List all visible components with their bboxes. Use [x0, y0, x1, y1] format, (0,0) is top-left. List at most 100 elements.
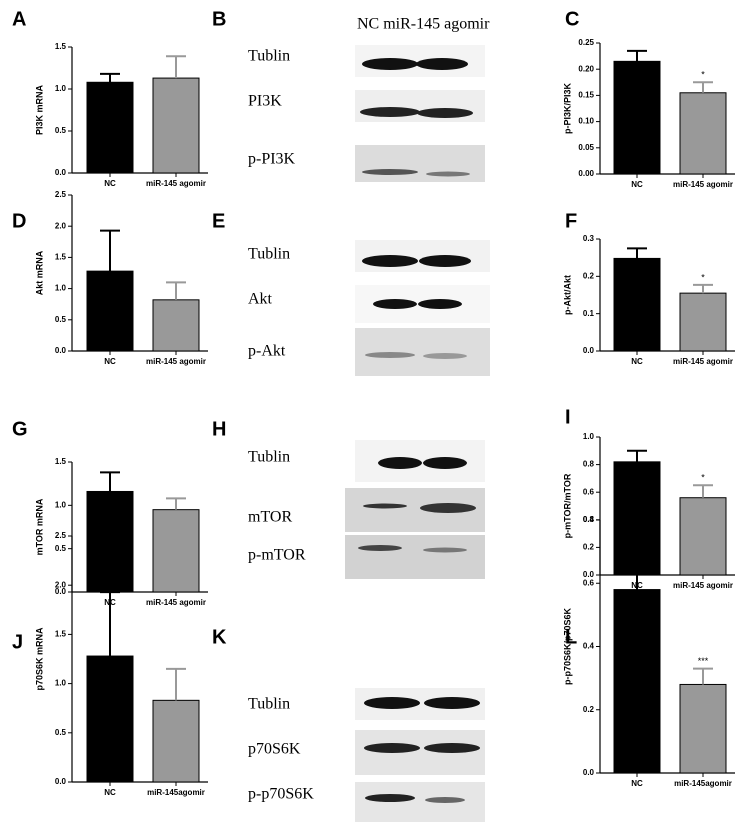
error-bar	[693, 283, 713, 294]
y-tick-label: 1.0	[583, 432, 595, 441]
x-tick-label: miR-145 agomir	[146, 357, 206, 366]
blot-label: p-mTOR	[248, 547, 306, 564]
y-tick-label: 0.15	[578, 91, 594, 100]
x-tick-label: miR-145 agomir	[673, 581, 733, 590]
y-tick-label: 0.5	[55, 728, 67, 737]
y-tick-label: 0.0	[583, 768, 595, 777]
y-tick-label: 1.5	[55, 630, 67, 639]
y-tick-label: 2.0	[55, 221, 67, 230]
y-tick-label: 0.10	[578, 117, 594, 126]
bar	[86, 655, 134, 783]
y-tick-label: 1.0	[55, 284, 67, 293]
error-bar	[166, 55, 186, 79]
y-tick-label: 0.2	[583, 271, 595, 280]
bar	[152, 699, 200, 783]
error-bar	[100, 471, 120, 492]
error-bar	[693, 667, 713, 685]
y-tick-label: 0.00	[578, 169, 594, 178]
error-bar	[166, 667, 186, 701]
y-tick-label: 0.3	[583, 234, 595, 243]
panel-letter: A	[12, 8, 26, 30]
bar	[613, 257, 661, 352]
bar	[679, 683, 727, 774]
blot-label: p-p70S6K	[248, 786, 314, 803]
significance: *	[701, 70, 705, 80]
bar	[613, 589, 661, 774]
blot-label: p70S6K	[248, 741, 301, 758]
y-tick-label: 1.0	[55, 679, 67, 688]
blot-label: PI3K	[248, 93, 282, 110]
y-tick-label: 1.0	[55, 500, 67, 509]
bar	[679, 92, 727, 175]
y-tick-label: 0.5	[55, 544, 67, 553]
y-axis-label: mTOR mRNA	[34, 498, 44, 555]
blot-label: p-PI3K	[248, 151, 296, 168]
blot-label: Akt	[248, 291, 273, 308]
panel-letter: D	[12, 210, 26, 232]
error-bar	[100, 591, 120, 657]
bar	[86, 490, 134, 593]
y-tick-label: 0.6	[583, 487, 595, 496]
x-tick-label: NC	[104, 357, 116, 366]
y-tick-label: 0.0	[55, 587, 67, 596]
y-axis-label: p-p70S6K/p70S6K	[562, 607, 572, 685]
error-bar	[693, 81, 713, 93]
bar	[152, 299, 200, 352]
bar	[679, 497, 727, 576]
panel-letter: F	[565, 210, 577, 232]
significance: ***	[698, 656, 709, 666]
panel-letter: K	[212, 626, 227, 648]
y-tick-label: 1.5	[55, 42, 67, 51]
y-tick-label: 0.0	[55, 346, 67, 355]
panel-letter: E	[212, 210, 225, 232]
y-axis-label: p-mTOR/mTOR	[562, 473, 572, 538]
y-axis-label: p-PI3K/PI3K	[562, 82, 572, 134]
bar	[613, 461, 661, 576]
y-tick-label: 0.25	[578, 38, 594, 47]
panel-letter: I	[565, 406, 571, 428]
error-bar	[166, 281, 186, 300]
bar	[86, 270, 134, 352]
y-tick-label: 0.8	[583, 515, 595, 524]
y-tick-label: 0.0	[583, 346, 595, 355]
significance: *	[701, 473, 705, 483]
y-tick-label: 0.20	[578, 64, 594, 73]
error-bar	[166, 497, 186, 510]
y-tick-label: 1.5	[55, 457, 67, 466]
y-tick-label: 0.1	[583, 309, 595, 318]
blot-label: Tublin	[248, 449, 290, 466]
x-tick-label: miR-145 agomir	[146, 179, 206, 188]
x-tick-label: NC	[104, 179, 116, 188]
error-bar	[627, 49, 647, 62]
x-tick-label: miR-145 agomir	[146, 598, 206, 607]
error-bar	[627, 560, 647, 590]
panel-letter: H	[212, 418, 226, 440]
y-axis-label: p70S6K mRNA	[34, 627, 44, 691]
y-tick-label: 1.5	[55, 253, 67, 262]
y-tick-label: 0.4	[583, 642, 595, 651]
panel-letter: G	[12, 418, 28, 440]
x-tick-label: miR-145 agomir	[673, 180, 733, 189]
y-tick-label: 0.2	[583, 543, 595, 552]
error-bar	[627, 449, 647, 462]
y-tick-label: 0.0	[55, 777, 67, 786]
blot-label: Tublin	[248, 696, 290, 713]
blot-label: p-Akt	[248, 343, 286, 360]
x-tick-label: miR-145agomir	[147, 788, 205, 797]
y-tick-label: 0.5	[55, 315, 67, 324]
y-tick-label: 2.5	[55, 531, 67, 540]
significance: *	[701, 272, 705, 282]
y-axis-label: p-Akt/Akt	[562, 275, 572, 315]
lane-header: NC miR-145 agomir	[357, 16, 490, 33]
y-tick-label: 2.0	[55, 580, 67, 589]
error-bar	[627, 247, 647, 259]
panel-letter: C	[565, 8, 579, 30]
bar	[152, 77, 200, 174]
bar	[679, 292, 727, 352]
bar	[613, 60, 661, 175]
error-bar	[100, 229, 120, 272]
panel-letter: J	[12, 631, 23, 653]
y-tick-label: 0.6	[583, 578, 595, 587]
y-tick-label: 2.5	[55, 190, 67, 199]
